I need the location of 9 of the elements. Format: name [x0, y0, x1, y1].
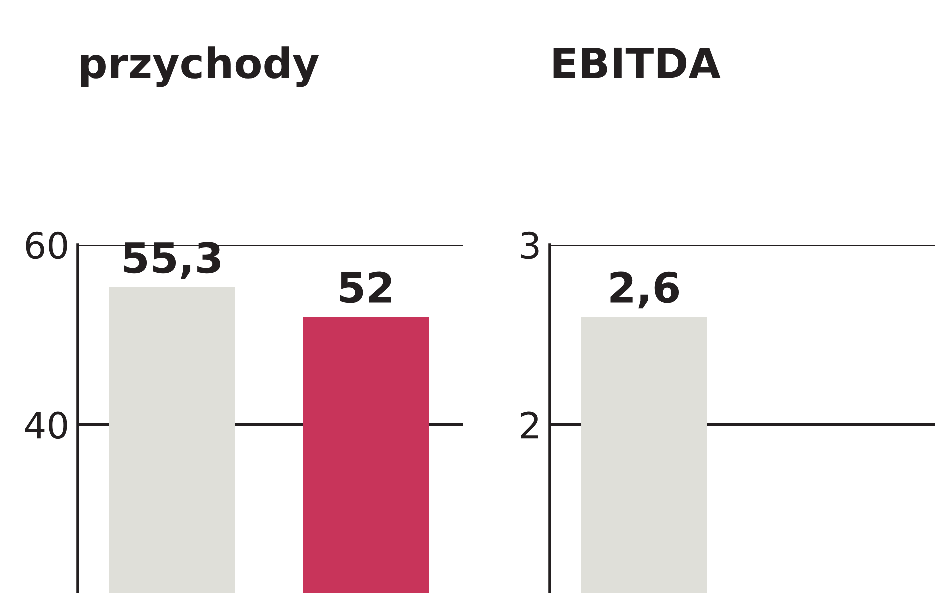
data-label: 55,3	[124, 242, 220, 279]
data-label: 2,6	[610, 272, 680, 309]
data-label: 52	[340, 272, 392, 304]
chart-title: przychody	[82, 46, 320, 88]
y-tick-label: 2	[521, 412, 538, 439]
y-tick-label: 40	[25, 412, 68, 440]
y-tick-label: 60	[26, 232, 68, 260]
y-tick-label: 3	[521, 232, 539, 260]
chart-title: EBITDA	[554, 48, 721, 78]
